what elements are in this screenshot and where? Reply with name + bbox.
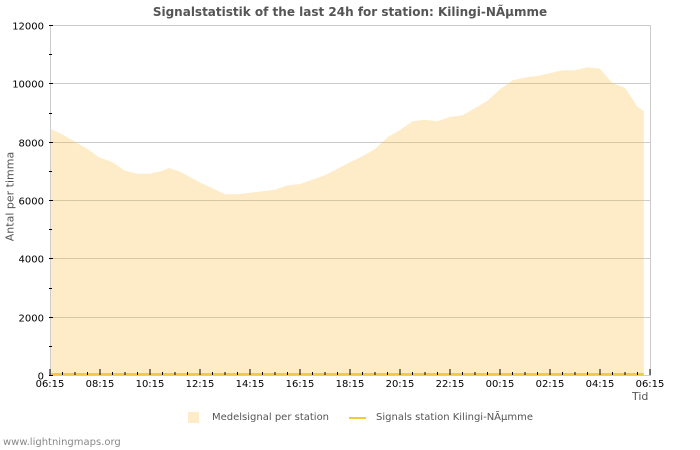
svg-text:4000: 4000 xyxy=(19,255,44,266)
y-axis-label: Antal per timma xyxy=(3,151,17,242)
svg-text:12:15: 12:15 xyxy=(186,379,215,390)
svg-text:20:15: 20:15 xyxy=(386,379,415,390)
legend: Medelsignal per station Signals station … xyxy=(188,412,533,423)
svg-text:10000: 10000 xyxy=(12,80,44,91)
svg-text:10:15: 10:15 xyxy=(136,379,165,390)
legend-area-label: Medelsignal per station xyxy=(212,412,330,423)
chart-title: Signalstatistik of the last 24h for stat… xyxy=(152,5,548,19)
svg-text:0: 0 xyxy=(38,372,44,383)
svg-text:8000: 8000 xyxy=(19,139,44,150)
area-swatch-icon xyxy=(188,412,199,423)
svg-text:22:15: 22:15 xyxy=(436,379,465,390)
x-axis-label: Tid xyxy=(632,390,649,403)
svg-text:06:15: 06:15 xyxy=(36,379,65,390)
svg-text:12000: 12000 xyxy=(12,22,44,33)
svg-text:06:15: 06:15 xyxy=(636,379,665,390)
svg-text:6000: 6000 xyxy=(19,197,44,208)
svg-text:08:15: 08:15 xyxy=(86,379,115,390)
svg-text:00:15: 00:15 xyxy=(486,379,515,390)
line-swatch-icon xyxy=(349,416,367,419)
svg-text:16:15: 16:15 xyxy=(286,379,315,390)
y-axis-ticks: 0 2000 4000 6000 8000 10000 12000 xyxy=(12,22,53,383)
average-signal-area xyxy=(50,67,644,376)
svg-text:2000: 2000 xyxy=(19,314,44,325)
x-axis-ticks: 06:15 08:15 10:15 12:15 14:15 16:15 18:15 20:15… xyxy=(36,369,665,390)
svg-text:18:15: 18:15 xyxy=(336,379,365,390)
legend-line-label: Signals station Kilingi-NÃµmme xyxy=(376,412,534,423)
svg-text:04:15: 04:15 xyxy=(586,379,615,390)
svg-text:14:15: 14:15 xyxy=(236,379,265,390)
svg-text:02:15: 02:15 xyxy=(536,379,565,390)
footer-link[interactable]: www.lightningmaps.org xyxy=(3,437,121,448)
